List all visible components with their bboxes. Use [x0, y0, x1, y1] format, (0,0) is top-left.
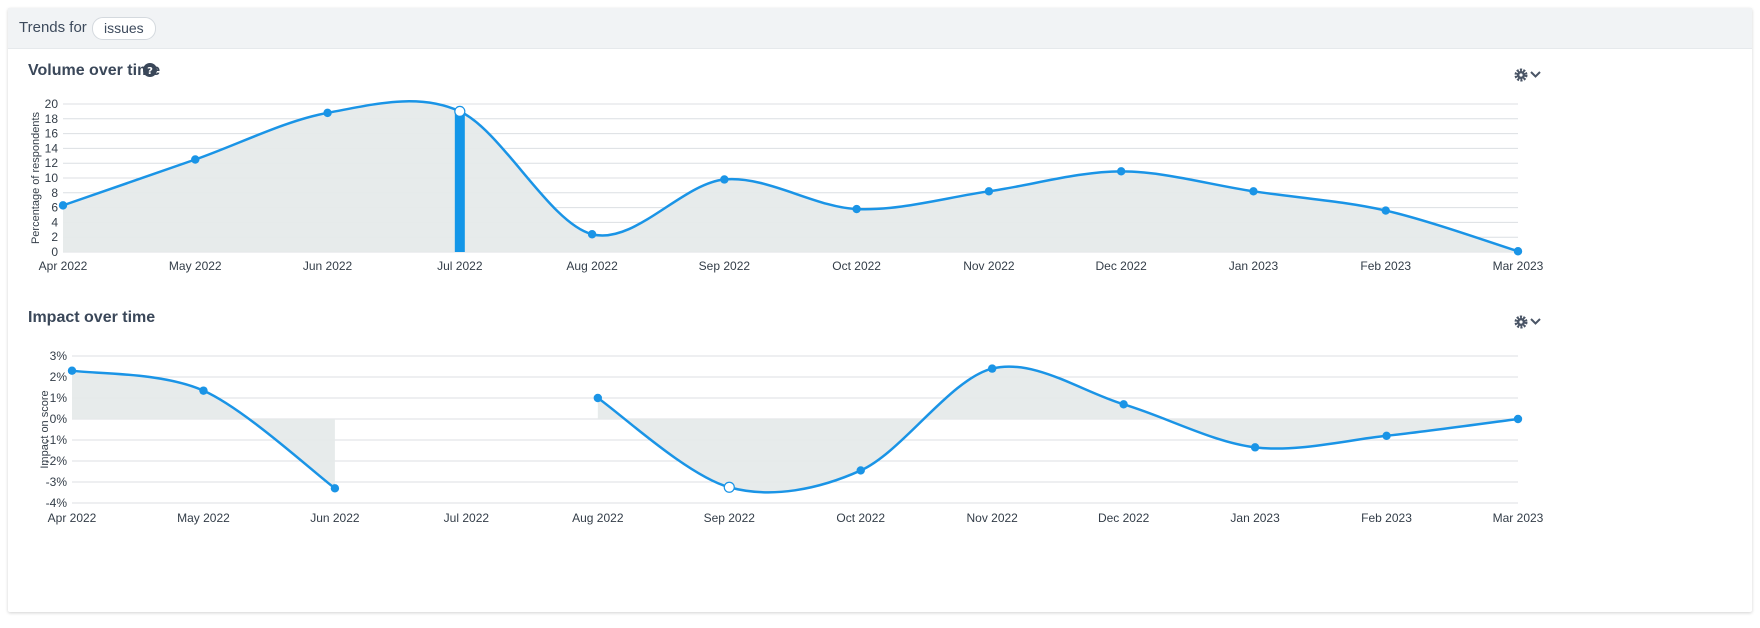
impact-y-tick-label: -4%: [46, 496, 68, 510]
volume-y-tick-label: 18: [45, 112, 59, 126]
impact-data-point[interactable]: [723, 481, 735, 493]
impact-x-tick-label: Nov 2022: [966, 511, 1018, 525]
impact-data-point[interactable]: [1250, 443, 1260, 452]
impact-y-tick-label: 1%: [50, 391, 68, 405]
volume-x-tick-label: Dec 2022: [1095, 259, 1147, 273]
volume-y-tick-label: 6: [51, 201, 58, 215]
impact-data-point[interactable]: [67, 366, 77, 375]
chevron-down-icon: [1530, 318, 1541, 325]
impact-y-tick-label: 2%: [50, 370, 68, 384]
panel-header: Trends for issues: [8, 8, 1752, 49]
impact-x-tick-label: Oct 2022: [836, 511, 885, 525]
volume-data-point[interactable]: [852, 204, 861, 214]
volume-x-tick-label: Jun 2022: [303, 259, 353, 273]
impact-data-point[interactable]: [1513, 414, 1523, 424]
impact-data-point[interactable]: [593, 393, 603, 403]
gear-icon: [1514, 315, 1528, 329]
volume-x-tick-label: Jan 2023: [1229, 259, 1279, 273]
volume-x-tick-label: Aug 2022: [566, 259, 618, 273]
impact-chart-settings-button[interactable]: [1514, 313, 1548, 331]
volume-data-point[interactable]: [1249, 187, 1258, 196]
volume-x-tick-label: Apr 2022: [39, 259, 88, 273]
volume-data-point[interactable]: [1116, 167, 1126, 176]
gear-icon: [1514, 68, 1528, 82]
volume-data-point[interactable]: [1513, 247, 1523, 256]
volume-x-tick-label: Feb 2023: [1360, 259, 1411, 273]
trends-panel: Trends for issues Volume over time ? Imp…: [8, 8, 1752, 612]
impact-x-tick-label: Jan 2023: [1230, 511, 1280, 525]
volume-chart-settings-button[interactable]: [1514, 66, 1548, 84]
impact-y-tick-label: -2%: [46, 454, 68, 468]
volume-y-tick-label: 0: [51, 245, 58, 259]
volume-data-point[interactable]: [720, 175, 729, 184]
impact-y-tick-label: 3%: [50, 349, 68, 363]
volume-y-tick-label: 8: [51, 186, 58, 200]
chevron-down-icon: [1530, 71, 1541, 78]
impact-area: [72, 370, 335, 489]
impact-x-tick-label: May 2022: [177, 511, 230, 525]
volume-y-tick-label: 4: [51, 215, 58, 229]
volume-y-tick-label: 20: [45, 97, 59, 111]
svg-text:?: ?: [147, 66, 153, 77]
volume-highlight-bar[interactable]: [454, 111, 465, 253]
impact-y-tick-label: -3%: [46, 475, 68, 489]
volume-data-point[interactable]: [323, 108, 332, 118]
volume-x-tick-label: Oct 2022: [832, 259, 881, 273]
impact-y-tick-label: -1%: [46, 433, 68, 447]
volume-x-tick-label: Jul 2022: [437, 259, 483, 273]
impact-x-tick-label: Jun 2022: [310, 511, 360, 525]
impact-data-point[interactable]: [856, 466, 865, 475]
impact-x-tick-label: Dec 2022: [1098, 511, 1150, 525]
impact-chart: -4% -3% -2% -1% 0% 1% 2% 3% Impact on score Apr 2…: [39, 349, 1544, 525]
impact-x-tick-label: Mar 2023: [1493, 511, 1544, 525]
volume-data-point[interactable]: [587, 230, 597, 239]
trends-label: Trends for: [19, 19, 87, 36]
volume-y-tick-label: 16: [45, 127, 59, 141]
volume-y-tick-label: 2: [51, 230, 58, 244]
impact-data-point[interactable]: [330, 484, 340, 493]
impact-chart-title: Impact over time: [28, 309, 156, 326]
volume-y-tick-label: 10: [45, 171, 59, 185]
impact-x-tick-label: Jul 2022: [444, 511, 490, 525]
volume-data-point[interactable]: [984, 187, 994, 196]
volume-chart-title: Volume over time: [28, 62, 161, 79]
volume-y-tick-label: 14: [45, 141, 59, 155]
impact-y-tick-label: 0%: [50, 412, 68, 426]
impact-x-tick-label: Apr 2022: [48, 511, 97, 525]
impact-x-tick-label: Feb 2023: [1361, 511, 1412, 525]
volume-y-axis-title: Percentage of respondents: [30, 111, 42, 244]
volume-y-tick-label: 12: [45, 156, 59, 170]
impact-series-line: [596, 365, 1520, 494]
impact-data-point[interactable]: [199, 386, 208, 395]
volume-data-point[interactable]: [1381, 206, 1390, 215]
volume-series-line: [61, 100, 1520, 253]
volume-x-tick-label: Sep 2022: [699, 259, 751, 273]
volume-x-tick-label: May 2022: [169, 259, 222, 273]
impact-x-tick-label: Aug 2022: [572, 511, 624, 525]
volume-x-tick-label: Nov 2022: [963, 259, 1015, 273]
impact-y-axis-title: Impact on score: [39, 390, 51, 468]
volume-data-point[interactable]: [191, 155, 200, 164]
volume-data-point[interactable]: [454, 105, 466, 118]
impact-data-point[interactable]: [987, 364, 997, 373]
volume-x-tick-label: Mar 2023: [1493, 259, 1544, 273]
impact-area: [597, 366, 1518, 493]
topic-pill[interactable]: issues: [92, 17, 156, 40]
volume-area: [63, 101, 1518, 252]
impact-data-point[interactable]: [1382, 431, 1391, 440]
volume-data-point[interactable]: [58, 201, 68, 210]
question-circle-icon[interactable]: ?: [143, 63, 157, 77]
impact-x-tick-label: Sep 2022: [704, 511, 756, 525]
impact-data-point[interactable]: [1119, 400, 1128, 409]
